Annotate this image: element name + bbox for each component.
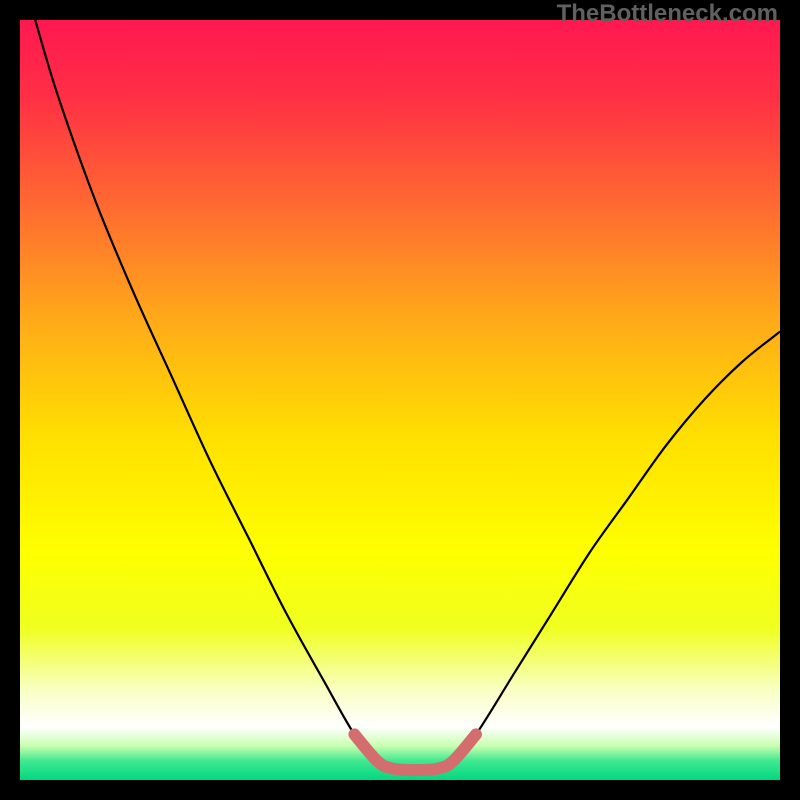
plot-area [20,20,780,780]
chart-svg [20,20,780,780]
highlight-segment [354,734,476,770]
watermark-text: TheBottleneck.com [557,0,778,28]
bottleneck-curve [35,20,780,770]
chart-container: TheBottleneck.com [0,0,800,800]
